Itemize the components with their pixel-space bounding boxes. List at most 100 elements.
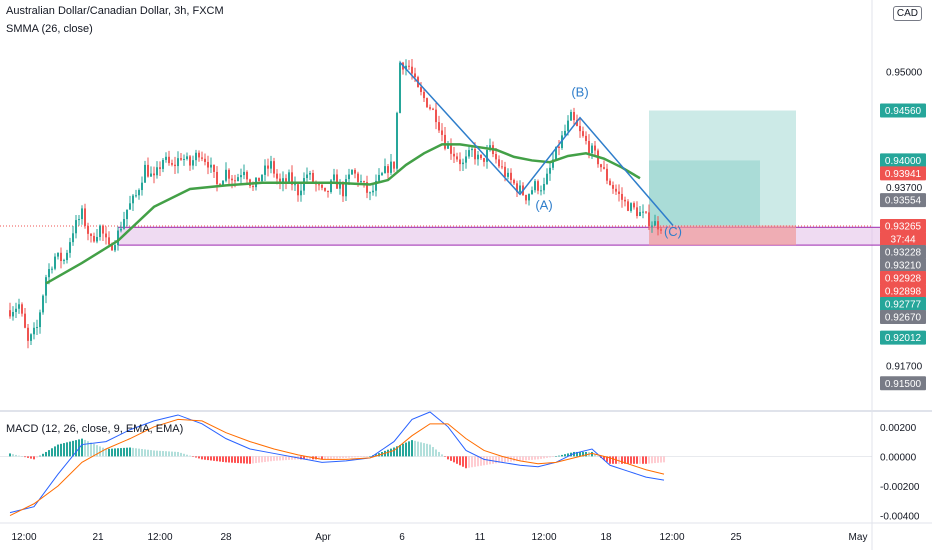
macd-histogram-bar xyxy=(525,456,527,461)
candle xyxy=(558,139,560,156)
candle-body xyxy=(459,159,461,165)
smma-line xyxy=(45,143,641,285)
macd-histogram-bar xyxy=(483,456,485,466)
candle xyxy=(306,167,308,183)
candle-body xyxy=(285,178,287,182)
candle-body xyxy=(234,180,236,182)
candle xyxy=(90,232,92,243)
macd-pane: 0.00200 0.00000 -0.00200 -0.00400 xyxy=(0,411,920,523)
price-label-badge xyxy=(880,218,926,233)
candle xyxy=(381,171,383,176)
currency-badge[interactable]: CAD xyxy=(892,6,922,21)
candle xyxy=(393,161,395,173)
macd-histogram-bar xyxy=(237,456,239,464)
macd-histogram-bar xyxy=(261,456,263,463)
macd-histogram-bar xyxy=(144,449,146,457)
candle xyxy=(66,249,68,264)
candle xyxy=(384,158,386,174)
candle-body xyxy=(54,256,56,269)
macd-histogram-bar xyxy=(612,456,614,464)
candle-body xyxy=(48,269,50,278)
candle xyxy=(171,159,173,167)
candle-body xyxy=(201,157,203,159)
price-label-text: 0.93210 xyxy=(885,260,922,271)
macd-histogram-bar xyxy=(363,456,365,457)
macd-histogram-bar xyxy=(585,451,587,457)
candle xyxy=(102,224,104,241)
candle-body xyxy=(363,181,365,183)
time-tick-label: 28 xyxy=(220,532,232,543)
stop-loss-zone xyxy=(649,225,796,246)
candle-body xyxy=(36,327,38,329)
macd-histogram-bar xyxy=(135,448,137,457)
candle xyxy=(516,180,518,198)
candle xyxy=(282,171,284,192)
macd-histogram-bar xyxy=(495,456,497,464)
partial-target-zone xyxy=(649,160,760,226)
candle xyxy=(387,164,389,181)
macd-histogram-bar xyxy=(429,444,431,457)
candle-body xyxy=(612,184,614,189)
candle-body xyxy=(486,150,488,162)
candle-body xyxy=(81,208,83,220)
macd-histogram-bar xyxy=(393,447,395,457)
candle-body xyxy=(648,212,650,227)
time-tick-label: 12:00 xyxy=(147,532,172,543)
macd-histogram-bar xyxy=(120,448,122,457)
macd-histogram-bar xyxy=(546,456,548,458)
macd-histogram-bar xyxy=(273,456,275,461)
wave-label: (A) xyxy=(535,197,552,212)
candle xyxy=(513,178,515,185)
candle xyxy=(30,333,32,345)
price-label-text: 0.93941 xyxy=(885,169,922,180)
candle xyxy=(99,224,101,241)
candle xyxy=(117,226,119,251)
candle xyxy=(150,166,152,177)
candle-body xyxy=(96,237,98,242)
price-label-badge xyxy=(880,193,926,208)
candle-body xyxy=(240,175,242,178)
macd-histogram-bar xyxy=(435,449,437,457)
macd-histogram-bar xyxy=(522,456,524,461)
candle xyxy=(132,194,134,212)
macd-histogram-bar xyxy=(291,456,293,460)
candle xyxy=(372,184,374,196)
macd-histogram-bar xyxy=(543,456,545,459)
candle-body xyxy=(438,122,440,131)
macd-histogram-bar xyxy=(54,446,56,457)
candle xyxy=(108,231,110,247)
price-axis[interactable]: 0.95000 0.93700 0.91700 0.94560 0.94000 0.939… xyxy=(880,67,926,391)
candle-body xyxy=(339,183,341,189)
time-axis[interactable]: 12:00 21 12:00 28 Apr 6 11 12:00 18 12:00 25 May xyxy=(11,532,867,543)
candle-body xyxy=(156,167,158,176)
candle xyxy=(258,177,260,182)
candle xyxy=(246,170,248,185)
time-tick-label: 12:00 xyxy=(531,532,556,543)
price-label-badge xyxy=(880,283,926,298)
candle-body xyxy=(279,178,281,184)
macd-histogram-bar xyxy=(186,454,188,457)
macd-histogram-bar xyxy=(528,456,530,461)
candle xyxy=(342,181,344,203)
candle xyxy=(444,126,446,151)
macd-histogram-bar xyxy=(18,455,20,457)
candle xyxy=(603,160,605,170)
candle-body xyxy=(636,207,638,217)
candle-body xyxy=(627,201,629,211)
candle-body xyxy=(588,140,590,154)
macd-histogram-bar xyxy=(207,456,209,461)
macd-histogram-bar xyxy=(153,450,155,457)
candle xyxy=(180,153,182,161)
candle-body xyxy=(600,164,602,168)
candle-body xyxy=(84,208,86,226)
macd-histogram-bar xyxy=(243,456,245,464)
candle xyxy=(645,211,647,214)
candle xyxy=(360,174,362,184)
candle xyxy=(210,157,212,173)
candle xyxy=(639,205,641,217)
candle-body xyxy=(168,156,170,164)
macd-histogram-bar xyxy=(366,456,368,457)
candle xyxy=(174,156,176,175)
candle-body xyxy=(456,156,458,160)
